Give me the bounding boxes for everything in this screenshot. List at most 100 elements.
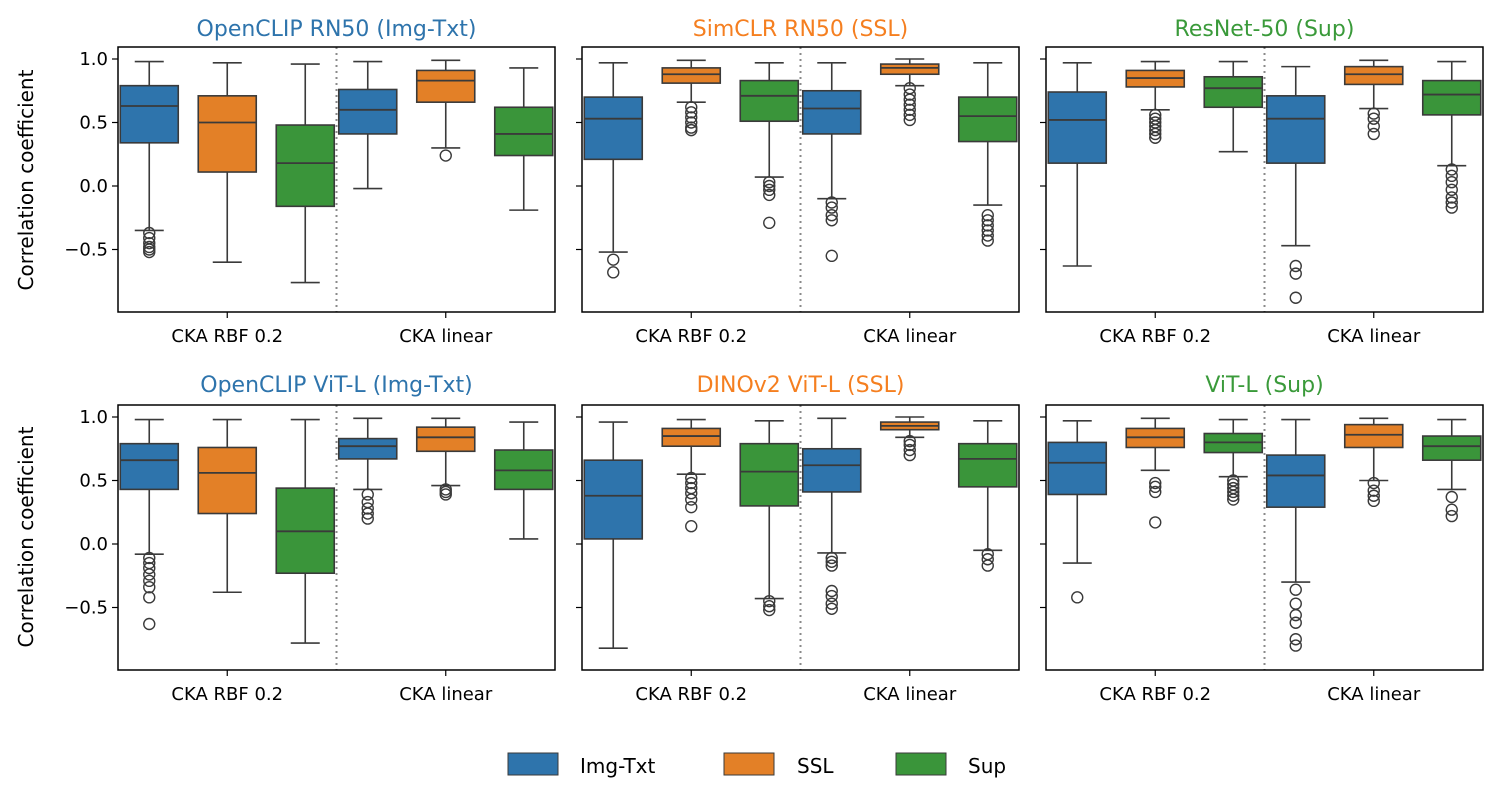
outlier-point <box>143 561 156 575</box>
outlier-point <box>1289 597 1302 610</box>
plot-frame <box>581 404 1020 671</box>
x-tick-label: CKA RBF 0.2 <box>635 326 747 347</box>
box-ssl-cka-rbf-0-2 <box>1125 417 1186 529</box>
box-ssl-cka-linear <box>879 416 940 462</box>
outlier-point <box>763 216 776 230</box>
y-tick-label: 0.5 <box>79 471 108 492</box>
box-ssl-cka-linear <box>1343 417 1404 508</box>
box-ssl-cka-linear <box>415 417 476 501</box>
outlier-point <box>981 224 994 237</box>
outlier-point <box>1289 259 1302 273</box>
box-img-txt-cka-linear <box>1265 65 1326 304</box>
outlier-point <box>1227 489 1240 502</box>
box-iqr <box>1047 441 1108 496</box>
outlier-point <box>143 574 156 588</box>
box-img-txt-cka-rbf-0-2 <box>1047 420 1108 604</box>
outlier-point <box>903 438 916 452</box>
outlier-point <box>685 471 698 485</box>
outlier-point <box>763 603 776 617</box>
outlier-point <box>981 553 994 566</box>
box-iqr <box>415 69 476 103</box>
box-ssl-cka-rbf-0-2 <box>1125 60 1186 144</box>
box-iqr <box>739 442 800 507</box>
outlier-point <box>763 600 776 613</box>
outlier-point <box>1367 494 1380 508</box>
outlier-point <box>1227 493 1240 506</box>
y-tick-label: 0.0 <box>79 534 108 555</box>
box-iqr <box>337 437 398 460</box>
outlier-point <box>1367 112 1380 125</box>
box-iqr <box>661 427 722 448</box>
outlier-point <box>1149 127 1162 141</box>
outlier-point <box>685 106 698 119</box>
outlier-point <box>1445 201 1458 214</box>
box-sup-cka-rbf-0-2 <box>275 418 336 644</box>
panel-title: OpenCLIP RN50 (Img-Txt) <box>197 17 477 42</box>
legend: Img-Txt SSL Sup <box>507 752 1006 778</box>
outlier-point <box>1149 123 1162 137</box>
outlier-point <box>981 214 994 227</box>
box-img-txt-cka-linear <box>1265 418 1326 652</box>
outlier-point <box>1445 191 1458 204</box>
y-tick-label: 1.0 <box>79 407 108 428</box>
box-img-txt-cka-rbf-0-2 <box>583 62 644 279</box>
box-iqr <box>801 447 862 493</box>
box-iqr <box>957 96 1018 143</box>
outlier-point <box>825 584 838 598</box>
outlier-point <box>1445 503 1458 516</box>
panel-title: ResNet-50 (Sup) <box>1175 17 1355 42</box>
y-tick-label: −0.5 <box>64 598 108 619</box>
outlier-point <box>1289 608 1302 622</box>
outlier-point <box>1367 127 1380 141</box>
outlier-point <box>1289 616 1302 629</box>
panel-vit-l-sup: ViT-L (Sup) CKA RBF 0.2 CKA linear <box>1040 373 1484 705</box>
box-iqr <box>1047 91 1108 164</box>
x-tick-label: CKA linear <box>399 684 493 705</box>
outlier-point <box>143 243 156 256</box>
box-iqr <box>197 95 258 173</box>
outlier-point <box>685 111 698 124</box>
y-axis-label: Correlation coefficient <box>14 69 38 290</box>
x-tick-label: CKA linear <box>863 326 957 347</box>
outlier-point <box>903 88 916 101</box>
box-iqr <box>1343 423 1404 449</box>
plot-frame <box>1045 46 1484 313</box>
outlier-point <box>1445 169 1458 183</box>
outlier-point <box>685 101 698 114</box>
box-iqr <box>879 63 940 76</box>
outlier-point <box>1367 107 1380 120</box>
box-ssl-cka-rbf-0-2 <box>661 418 722 533</box>
x-tick-label: CKA linear <box>863 684 957 705</box>
outlier-point <box>685 493 698 506</box>
outlier-point <box>825 589 838 603</box>
box-iqr <box>493 106 554 157</box>
box-sup-cka-rbf-0-2 <box>739 420 800 617</box>
outlier-point <box>825 209 838 222</box>
outlier-point <box>825 214 838 227</box>
outlier-point <box>1149 131 1162 144</box>
box-img-txt-cka-linear <box>801 62 862 263</box>
box-iqr <box>197 446 258 515</box>
box-sup-cka-rbf-0-2 <box>1203 418 1264 506</box>
box-img-txt-cka-linear <box>337 60 398 190</box>
box-iqr <box>583 459 644 540</box>
outlier-point <box>1367 476 1380 490</box>
outlier-point <box>825 249 838 263</box>
outlier-point <box>981 229 994 242</box>
box-iqr <box>337 88 398 135</box>
box-iqr <box>661 67 722 84</box>
outlier-point <box>1445 183 1458 197</box>
outlier-point <box>607 266 620 279</box>
outlier-point <box>1445 175 1458 189</box>
outlier-point <box>143 245 156 259</box>
outlier-point <box>1289 291 1302 304</box>
box-iqr <box>957 442 1018 488</box>
outlier-point <box>143 236 156 250</box>
outlier-point <box>981 219 994 232</box>
outlier-point <box>361 495 374 509</box>
outlier-point <box>143 568 156 581</box>
outlier-point <box>903 448 916 462</box>
box-img-txt-cka-rbf-0-2 <box>1047 62 1108 267</box>
x-tick-label: CKA RBF 0.2 <box>1099 326 1211 347</box>
